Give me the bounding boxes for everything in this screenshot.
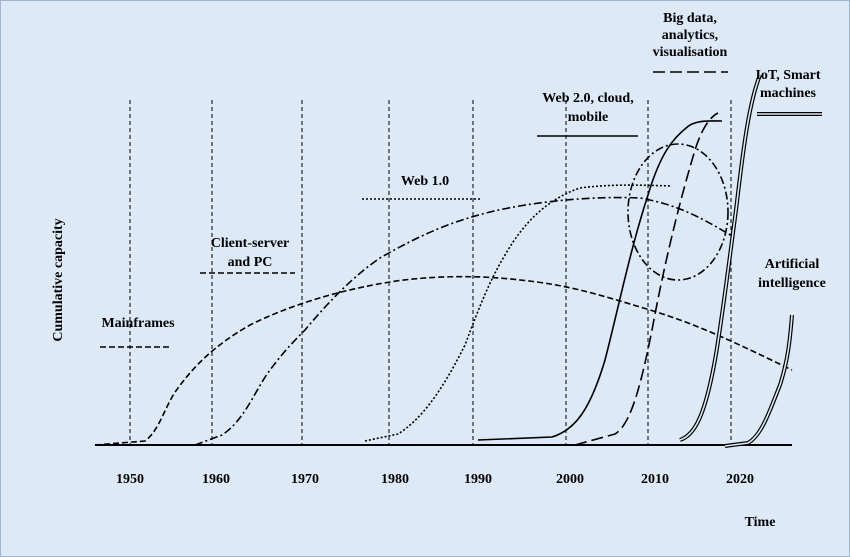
year-label: 1970 (291, 472, 319, 487)
year-labels: 1950 1960 1970 1980 1990 2000 2010 2020 (116, 472, 754, 487)
era-label: visualisation (653, 45, 728, 60)
era-label: Mainframes (101, 316, 175, 331)
year-label: 2000 (556, 472, 584, 487)
web2-curve (477, 120, 723, 441)
era-labels: Mainframes Client-server and PC Web 1.0 … (101, 11, 825, 331)
era-label: analytics, (662, 28, 718, 43)
year-label: 2010 (641, 472, 669, 487)
ai-curve (724, 314, 794, 448)
era-label: machines (760, 86, 817, 101)
era-label: and PC (228, 255, 273, 270)
era-label: mobile (568, 110, 608, 125)
x-axis-label: Time (745, 515, 776, 530)
era-label: Big data, (663, 11, 717, 26)
era-label: Client-server (211, 236, 290, 251)
highlight-ellipse (627, 143, 729, 281)
year-label: 1990 (464, 472, 492, 487)
year-label: 1950 (116, 472, 144, 487)
iot-curve (679, 74, 762, 442)
web1-curve (364, 184, 673, 442)
era-label: Artificial (765, 257, 820, 272)
era-label: intelligence (758, 276, 826, 291)
year-label: 1980 (381, 472, 409, 487)
y-axis-label: Cumulative capacity (51, 218, 66, 341)
era-label: Web 2.0, cloud, (542, 91, 633, 106)
big-data-curve (574, 112, 719, 446)
era-label: IoT, Smart (755, 68, 820, 83)
era-label: Web 1.0 (401, 174, 449, 189)
year-label: 2020 (726, 472, 754, 487)
mainframes-curve (94, 275, 793, 446)
year-label: 1960 (202, 472, 230, 487)
